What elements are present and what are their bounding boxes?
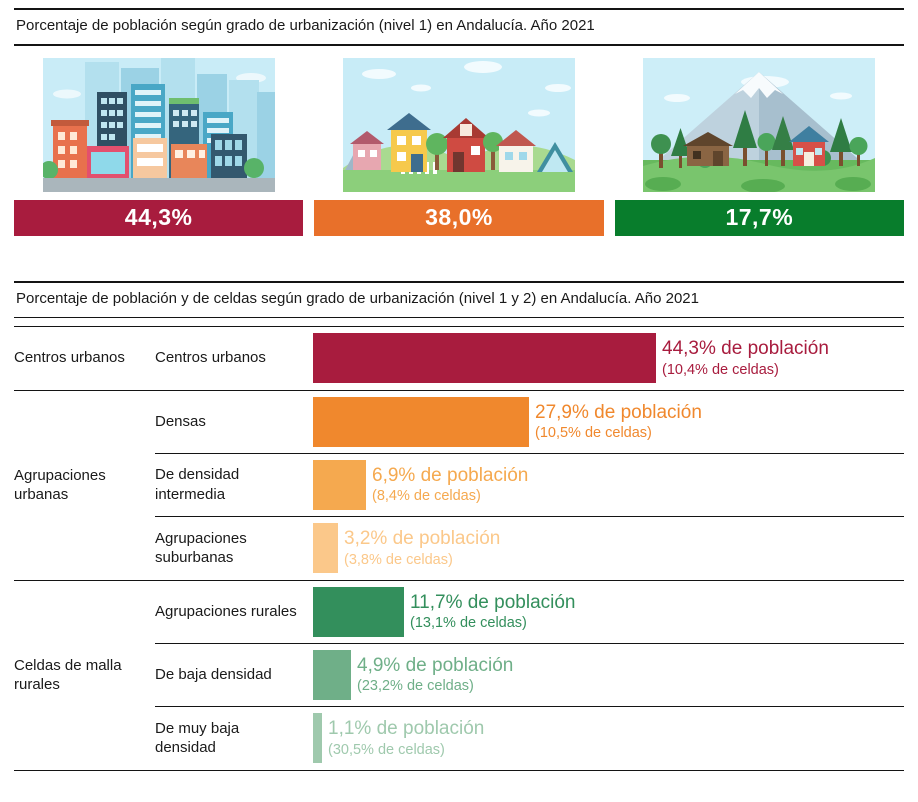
- group-label: Celdas de malla rurales: [14, 656, 122, 694]
- section2-title: Porcentaje de población y de celdas segú…: [16, 289, 699, 307]
- population-value: 4,9% de población: [357, 654, 514, 676]
- percentage-value: 38,0%: [425, 204, 493, 231]
- population-bar: [313, 523, 338, 573]
- population-bar: [313, 586, 404, 637]
- table-row: Centros urbanos 44,3% de población (10,4…: [155, 327, 904, 390]
- cells-value: (10,5% de celdas): [535, 425, 652, 442]
- table-group-centros-urbanos: Centros urbanos Centros urbanos 44,3% de…: [14, 327, 904, 391]
- population-value: 1,1% de población: [328, 718, 485, 740]
- divider: [14, 8, 904, 10]
- cells-value: (3,8% de celdas): [344, 551, 453, 568]
- section2: Porcentaje de población y de celdas segú…: [14, 280, 904, 771]
- percentage-value: 17,7%: [725, 204, 794, 231]
- row-label: Agrupaciones rurales: [155, 602, 297, 620]
- divider: [14, 325, 904, 327]
- cells-value: (30,5% de celdas): [328, 741, 445, 758]
- percentage-bar: 17,7%: [614, 199, 904, 236]
- cells-value: (13,1% de celdas): [410, 615, 527, 632]
- suburb-illustration: [342, 57, 575, 192]
- urbanization-table: Centros urbanos Centros urbanos 44,3% de…: [14, 327, 904, 771]
- population-bar: [313, 396, 529, 447]
- row-label: De baja densidad: [155, 665, 272, 683]
- population-bar: [313, 649, 351, 700]
- group-label: Centros urbanos: [14, 349, 125, 367]
- population-value: 11,7% de población: [410, 591, 576, 613]
- population-value: 6,9% de población: [372, 464, 529, 486]
- percentage-bar: 38,0%: [314, 199, 604, 236]
- divider: [14, 280, 904, 283]
- population-bar: [313, 459, 366, 510]
- cells-value: (23,2% de celdas): [357, 678, 474, 695]
- table-row: Densas 27,9% de población (10,5% de celd…: [155, 391, 904, 454]
- population-bar: [313, 333, 656, 383]
- table-row: De densidad intermedia 6,9% de población…: [155, 454, 904, 517]
- rural-mountain-illustration: [643, 57, 876, 192]
- row-label: De densidad intermedia: [155, 466, 240, 503]
- table-row: Agrupaciones rurales 11,7% de población …: [155, 581, 904, 644]
- row-label: Centros urbanos: [155, 349, 266, 367]
- group-label: Agrupaciones urbanas: [14, 466, 106, 504]
- infographic: Porcentaje de población según grado de u…: [0, 8, 918, 771]
- table-group-celdas-rurales: Celdas de malla rurales Agrupaciones rur…: [14, 581, 904, 771]
- card-agrupaciones-urbanas: 38,0%: [314, 57, 604, 236]
- population-value: 44,3% de población: [662, 338, 829, 360]
- divider: [14, 316, 904, 318]
- cells-value: (8,4% de celdas): [372, 488, 481, 505]
- population-value: 27,9% de población: [535, 401, 702, 423]
- table-group-agrupaciones-urbanas: Agrupaciones urbanas Densas 27,9% de pob…: [14, 391, 904, 581]
- row-label: De muy baja densidad: [155, 719, 240, 757]
- card-celdas-rurales: 17,7%: [614, 57, 904, 236]
- divider: [14, 43, 904, 46]
- table-row: Agrupaciones suburbanas 3,2% de població…: [155, 517, 904, 580]
- population-value: 3,2% de población: [344, 528, 501, 550]
- urbanization-cards: 44,3%: [14, 57, 904, 236]
- percentage-bar: 44,3%: [14, 199, 304, 236]
- row-label: Agrupaciones suburbanas: [155, 529, 247, 567]
- section1-title: Porcentaje de población según grado de u…: [16, 17, 595, 34]
- percentage-value: 44,3%: [124, 204, 193, 231]
- cells-value: (10,4% de celdas): [662, 361, 779, 378]
- population-bar: [313, 713, 322, 763]
- card-centros-urbanos: 44,3%: [14, 57, 304, 236]
- table-row: De baja densidad 4,9% de población (23,2…: [155, 644, 904, 707]
- row-label: Densas: [155, 412, 206, 430]
- table-row: De muy baja densidad 1,1% de población (…: [155, 707, 904, 770]
- city-illustration: [42, 57, 275, 192]
